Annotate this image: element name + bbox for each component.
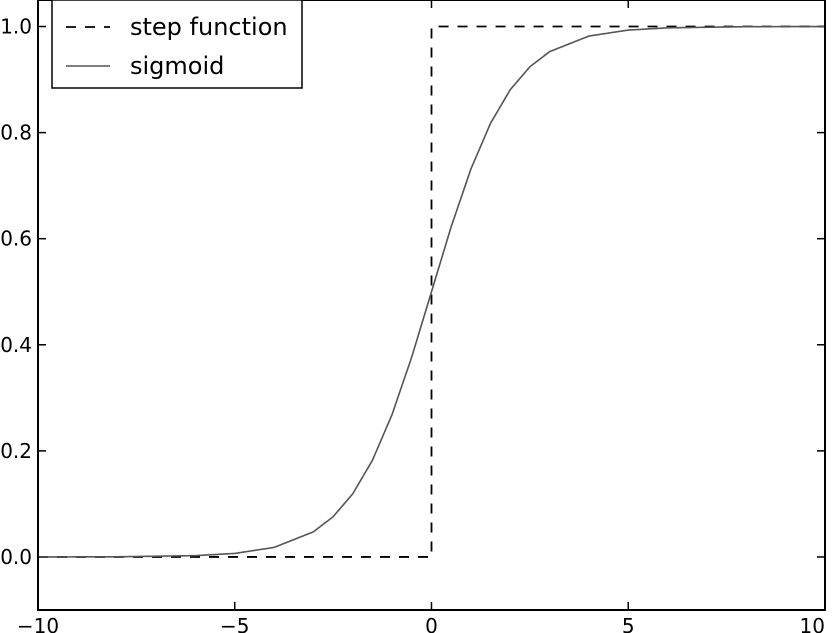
- series-layer: [38, 25, 825, 558]
- x-tick-label: −5: [220, 614, 249, 633]
- legend: step function sigmoid: [51, 0, 303, 89]
- x-tick-label: 0: [425, 614, 438, 633]
- sigmoid-line: [38, 25, 825, 558]
- axes-frame: [37, 0, 826, 611]
- y-tick-label: 0.2: [0, 439, 32, 463]
- step-function-line: [38, 25, 825, 558]
- x-tick-label: 5: [622, 614, 635, 633]
- x-tick-label: 10: [800, 614, 825, 633]
- y-tick-label: 1.0: [0, 15, 32, 39]
- legend-box: [51, 0, 303, 89]
- x-tick-label: −10: [17, 614, 59, 633]
- legend-sigmoid-label: sigmoid: [130, 52, 224, 80]
- y-tick-label: 0.8: [0, 121, 32, 145]
- y-tick-label: 0.6: [0, 227, 32, 251]
- y-tick-label: 0.4: [0, 333, 32, 357]
- y-tick-label: 0.0: [0, 545, 32, 569]
- legend-step-label: step function: [130, 13, 288, 41]
